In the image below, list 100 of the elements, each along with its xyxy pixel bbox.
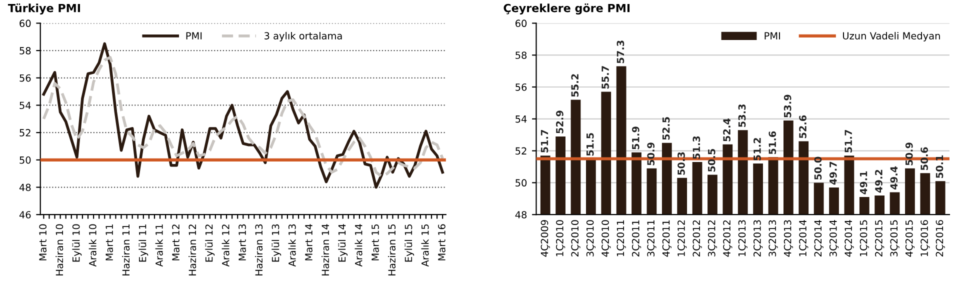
y-tick-label: 50 xyxy=(516,179,527,187)
x-tick-label: 4Ç2013 xyxy=(784,220,793,257)
x-tick-label: Aralık 13 xyxy=(288,224,296,267)
y-tick-label: 58 xyxy=(20,47,31,54)
x-tick-label: Eylül 10 xyxy=(72,224,82,262)
data-label: 52.6 xyxy=(799,115,806,138)
x-tick-label: 1Ç2013 xyxy=(738,220,748,256)
chart-title: Çeyreklere göre PMI xyxy=(504,3,630,14)
x-tick-label: 4Ç2014 xyxy=(844,220,854,257)
y-tick-label: 54 xyxy=(516,116,527,123)
y-tick-label: 52 xyxy=(20,129,30,136)
data-label: 50.9 xyxy=(905,142,913,166)
x-tick-label: 1Ç2011 xyxy=(616,220,626,256)
y-tick-label: 50 xyxy=(20,156,31,164)
x-tick-label: Eylül 13 xyxy=(272,224,282,262)
y-tick-label: 60 xyxy=(516,20,527,28)
x-tick-label: Eylül 15 xyxy=(404,224,414,262)
x-tick-label: 4Ç2012 xyxy=(723,220,732,257)
data-label: 52.4 xyxy=(723,118,730,142)
data-label: 51.7 xyxy=(540,130,548,152)
y-tick-label: 56 xyxy=(20,74,31,82)
data-label: 51.5 xyxy=(586,133,594,156)
x-tick-label: 3Ç2014 xyxy=(829,220,839,256)
y-tick-label: 54 xyxy=(20,102,31,110)
x-tick-label: 1Ç2015 xyxy=(860,220,869,256)
x-tick-label: 2Ç2015 xyxy=(875,220,884,256)
y-tick-label: 58 xyxy=(516,52,527,59)
y-tick-label: 48 xyxy=(19,184,31,192)
x-tick-label: Eylül 11 xyxy=(138,224,148,262)
x-tick-label: 2Ç2013 xyxy=(754,220,763,256)
x-tick-label: Aralık 14 xyxy=(354,224,362,267)
x-tick-label: 3Ç2013 xyxy=(768,220,778,256)
x-tick-label: 4Ç2015 xyxy=(905,220,915,257)
x-tick-label: 1Ç2012 xyxy=(678,220,687,256)
data-label: 52.9 xyxy=(556,110,564,134)
x-tick-label: Aralık 10 xyxy=(88,224,96,267)
x-tick-label: Mart 12 xyxy=(172,224,180,260)
x-tick-label: 3Ç2011 xyxy=(647,220,656,256)
data-label: 51.2 xyxy=(754,138,761,160)
data-label: 53.9 xyxy=(784,94,792,118)
y-tick-label: 52 xyxy=(516,147,526,155)
x-tick-label: 3Ç2015 xyxy=(890,220,900,256)
data-label: 55.2 xyxy=(571,74,579,97)
data-label: 52.5 xyxy=(662,117,670,140)
data-label: 55.7 xyxy=(602,66,609,89)
x-tick-label: Mart 16 xyxy=(438,224,446,260)
legend-label: PMI xyxy=(186,32,202,40)
x-tick-label: Eylül 12 xyxy=(205,224,215,262)
data-label: 49.1 xyxy=(860,171,868,194)
data-label: 50.0 xyxy=(814,156,822,180)
data-label: 50.5 xyxy=(708,149,716,172)
line-series xyxy=(42,56,444,178)
y-tick-label: 56 xyxy=(516,83,527,91)
x-tick-label: 2Ç2010 xyxy=(571,220,580,256)
x-tick-label: Mart 14 xyxy=(305,224,312,260)
x-tick-label: Mart 11 xyxy=(106,224,113,260)
legend-label: PMI xyxy=(764,32,780,40)
data-label: 57.3 xyxy=(616,40,624,64)
x-tick-label: Aralık 12 xyxy=(222,224,230,267)
x-tick-label: Haziran 15 xyxy=(388,224,396,276)
x-tick-label: Haziran 11 xyxy=(122,224,130,276)
x-tick-label: 2Ç2016 xyxy=(936,220,945,256)
x-tick-label: 1Ç2016 xyxy=(920,220,930,256)
data-label: 49.2 xyxy=(875,170,882,193)
x-tick-label: Haziran 10 xyxy=(56,224,64,276)
x-tick-label: 4Ç2011 xyxy=(662,220,672,257)
x-tick-label: 4Ç2010 xyxy=(602,220,611,257)
chart-title: Türkiye PMI xyxy=(8,3,80,14)
x-tick-label: 4Ç2009 xyxy=(540,220,550,257)
data-label: 50.1 xyxy=(936,155,944,178)
x-tick-label: 3Ç2012 xyxy=(708,220,718,256)
x-tick-label: 2Ç2011 xyxy=(632,220,642,256)
x-tick-label: Aralık 11 xyxy=(155,224,163,267)
data-label: 50.3 xyxy=(678,152,685,175)
x-tick-label: 1Ç2010 xyxy=(556,220,566,256)
data-label: 49.4 xyxy=(890,166,898,190)
data-label: 51.6 xyxy=(768,131,776,154)
x-tick-label: 1Ç2014 xyxy=(799,220,808,256)
y-tick-label: 46 xyxy=(19,211,31,218)
x-tick-label: Mart 15 xyxy=(372,224,379,260)
data-label: 51.9 xyxy=(632,126,640,150)
data-label: 50.6 xyxy=(920,147,928,170)
y-tick-label: 48 xyxy=(515,211,527,218)
data-label: 49.7 xyxy=(829,162,837,185)
x-tick-label: 3Ç2010 xyxy=(586,220,596,256)
legend-label: 3 aylık ortalama xyxy=(264,32,342,42)
x-tick-label: Mart 10 xyxy=(39,224,47,260)
x-tick-label: Haziran 13 xyxy=(255,224,263,276)
legend-label: Uzun Vadeli Medyan xyxy=(843,32,940,42)
data-label: 51.3 xyxy=(692,136,700,159)
x-tick-label: 2Ç2012 xyxy=(692,220,702,256)
data-label: 50.9 xyxy=(647,142,655,166)
x-tick-label: Haziran 14 xyxy=(322,224,330,276)
x-tick-label: Haziran 12 xyxy=(188,224,196,276)
x-tick-label: Mart 13 xyxy=(238,224,246,260)
y-tick-label: 60 xyxy=(20,20,31,28)
x-tick-label: 2Ç2014 xyxy=(814,220,824,256)
data-label: 51.7 xyxy=(844,130,852,152)
x-tick-label: Aralık 15 xyxy=(421,224,429,267)
x-tick-label: Eylül 14 xyxy=(338,224,348,262)
